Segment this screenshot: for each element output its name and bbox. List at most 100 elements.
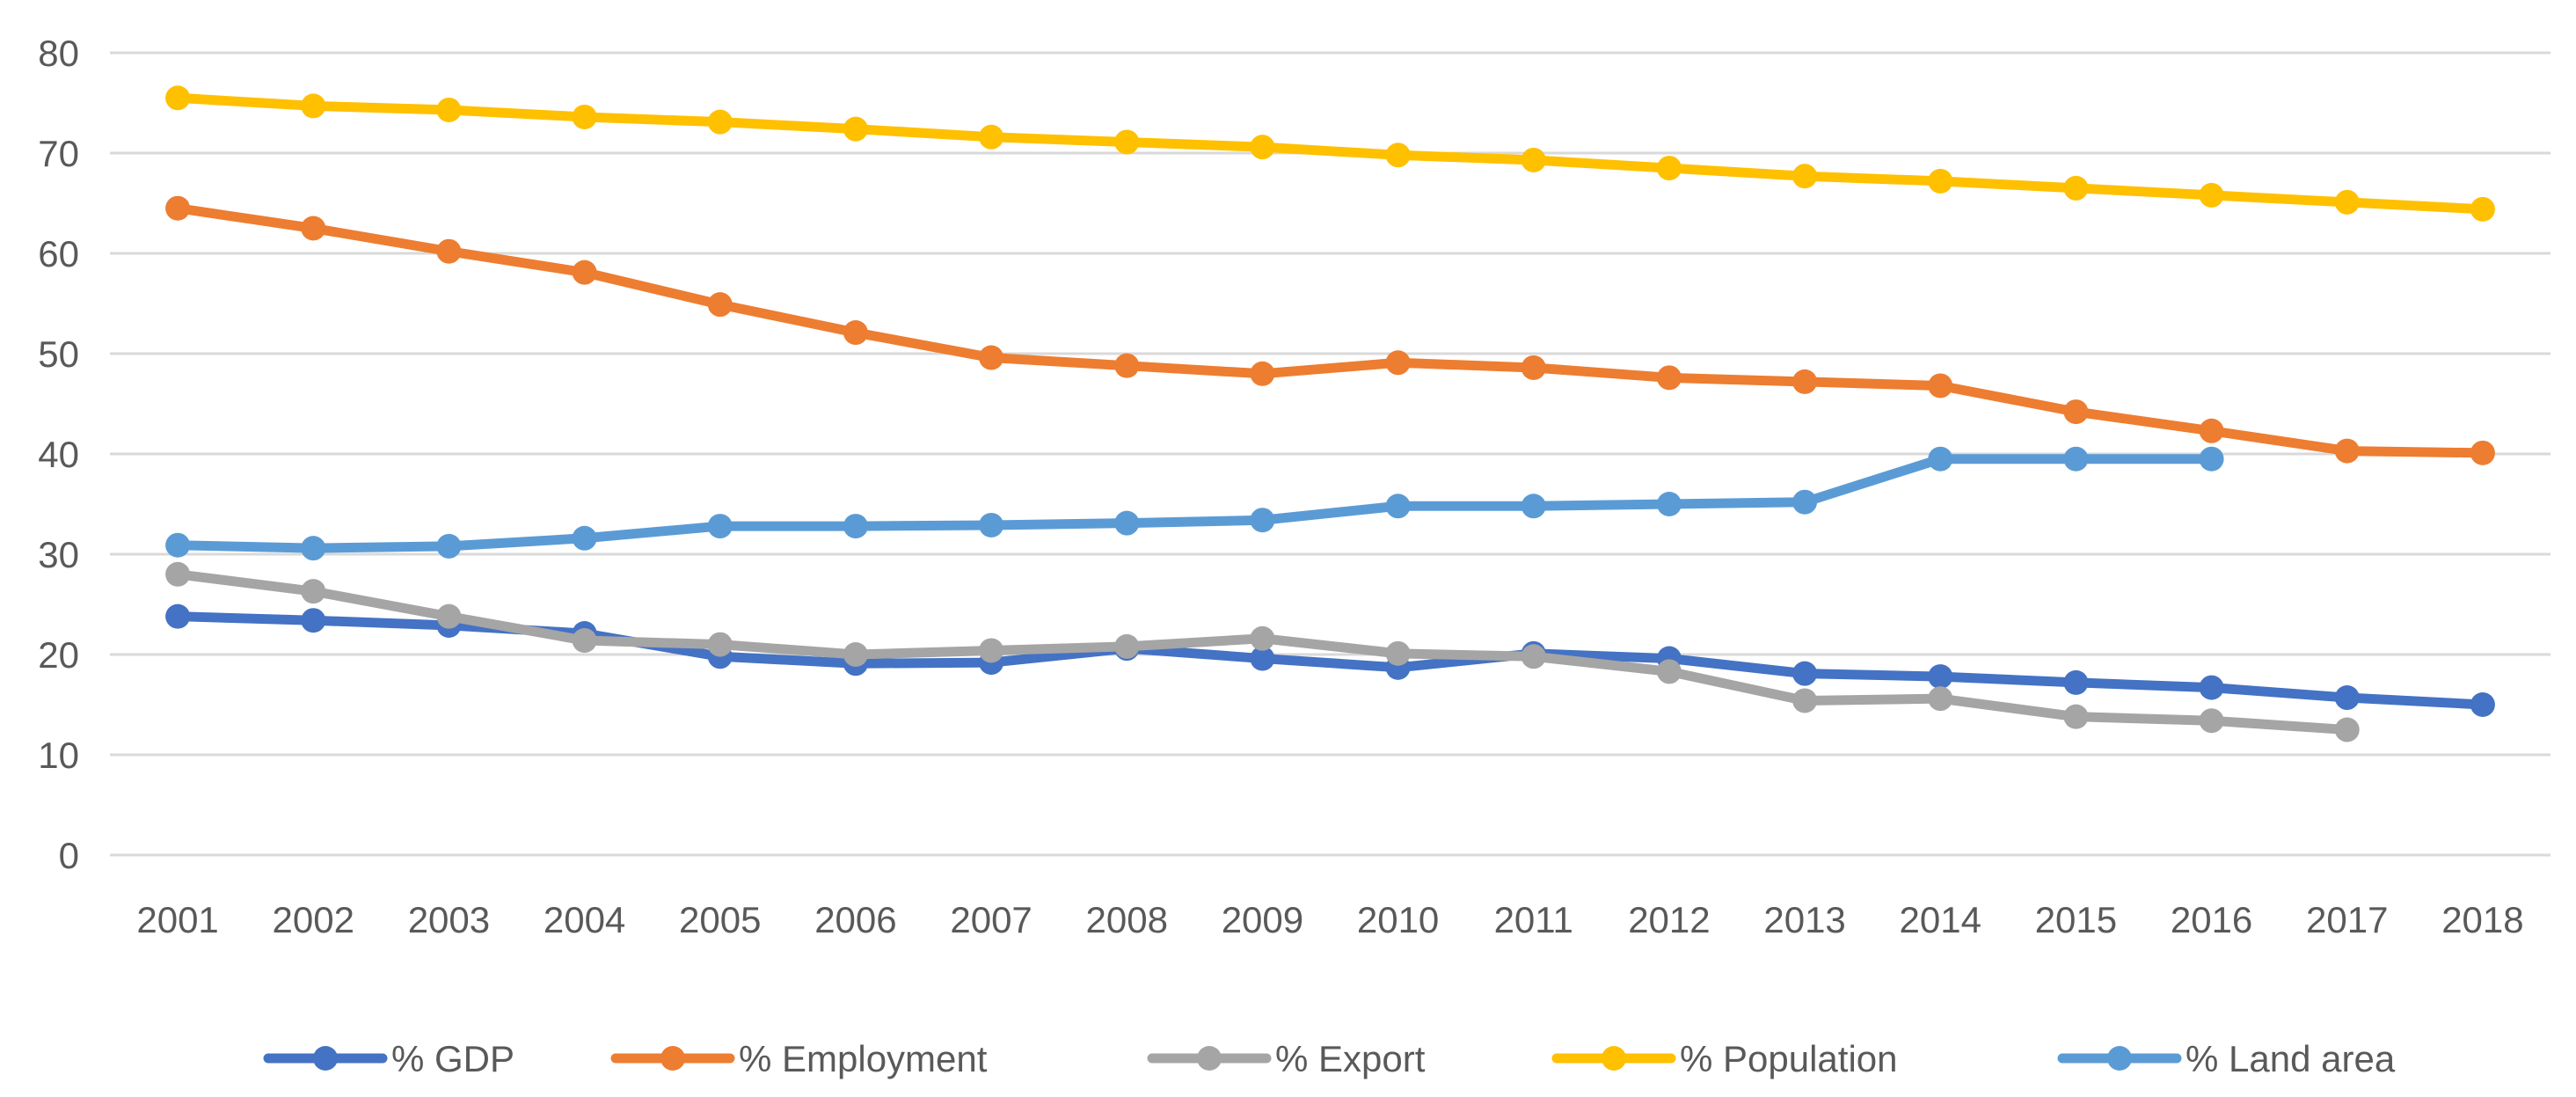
series-line[interactable] — [172, 92, 2488, 215]
data-point[interactable] — [1928, 168, 1953, 194]
data-point[interactable] — [165, 603, 191, 629]
data-point[interactable] — [1521, 494, 1546, 519]
data-point[interactable] — [2334, 685, 2360, 711]
data-point[interactable] — [1792, 688, 1818, 713]
data-point[interactable] — [979, 345, 1004, 370]
series-gdp[interactable] — [165, 603, 2495, 717]
x-tick-label: 2009 — [1222, 899, 1303, 940]
data-point[interactable] — [1521, 644, 1546, 669]
series-employment[interactable] — [165, 195, 2495, 465]
data-point[interactable] — [843, 320, 868, 346]
data-point[interactable] — [707, 292, 733, 318]
data-point[interactable] — [2063, 399, 2089, 425]
data-point[interactable] — [1385, 640, 1411, 666]
data-point[interactable] — [436, 603, 462, 629]
legend-item[interactable]: % Land area — [2057, 1038, 2396, 1079]
data-point[interactable] — [2470, 196, 2495, 222]
data-point[interactable] — [1385, 143, 1411, 168]
data-point[interactable] — [1928, 686, 1953, 712]
data-point[interactable] — [165, 561, 191, 587]
data-point[interactable] — [1250, 508, 1275, 533]
data-point[interactable] — [979, 512, 1004, 538]
data-point[interactable] — [1928, 446, 1953, 472]
data-point[interactable] — [2334, 438, 2360, 464]
x-tick-label: 2001 — [136, 899, 218, 940]
data-point[interactable] — [843, 514, 868, 539]
data-point[interactable] — [165, 85, 191, 111]
series-population[interactable] — [165, 85, 2495, 222]
data-point[interactable] — [2199, 675, 2224, 700]
gridlines — [110, 51, 2550, 857]
data-point[interactable] — [2334, 189, 2360, 215]
data-point[interactable] — [1656, 365, 1682, 391]
data-point[interactable] — [1114, 353, 1140, 378]
data-point[interactable] — [2470, 692, 2495, 717]
data-point[interactable] — [1521, 147, 1546, 172]
data-point[interactable] — [1250, 135, 1275, 160]
data-point[interactable] — [572, 260, 597, 285]
data-point[interactable] — [436, 533, 462, 559]
legend-item[interactable]: % Export — [1147, 1038, 1426, 1079]
data-point[interactable] — [1385, 494, 1411, 519]
data-point[interactable] — [2470, 440, 2495, 465]
data-point[interactable] — [2063, 446, 2089, 472]
legend-label: % Export — [1275, 1038, 1426, 1079]
data-point[interactable] — [843, 116, 868, 142]
x-tick-label: 2014 — [1900, 899, 1981, 940]
data-point[interactable] — [1656, 659, 1682, 684]
data-point[interactable] — [2334, 717, 2360, 742]
series-line[interactable] — [172, 454, 2217, 553]
data-point[interactable] — [707, 514, 733, 539]
data-point[interactable] — [2199, 182, 2224, 208]
legend-item[interactable]: % Employment — [610, 1038, 988, 1079]
series-export[interactable] — [165, 561, 2360, 742]
data-point[interactable] — [572, 525, 597, 551]
data-point[interactable] — [1792, 661, 1818, 686]
data-point[interactable] — [301, 216, 326, 241]
data-point[interactable] — [1250, 646, 1275, 671]
series-land-area[interactable] — [165, 446, 2224, 561]
x-tick-label: 2008 — [1086, 899, 1168, 940]
x-tick-label: 2010 — [1357, 899, 1439, 940]
data-point[interactable] — [301, 536, 326, 561]
data-point[interactable] — [436, 238, 462, 264]
data-point[interactable] — [979, 638, 1004, 663]
data-point[interactable] — [301, 579, 326, 604]
data-point[interactable] — [1656, 492, 1682, 516]
data-point[interactable] — [1114, 510, 1140, 536]
data-point[interactable] — [2199, 446, 2224, 472]
data-point[interactable] — [2063, 175, 2089, 201]
data-point[interactable] — [572, 628, 597, 654]
data-point[interactable] — [1792, 489, 1818, 515]
data-point[interactable] — [436, 97, 462, 122]
data-point[interactable] — [301, 93, 326, 119]
data-point[interactable] — [1385, 350, 1411, 376]
data-point[interactable] — [1928, 664, 1953, 690]
data-point[interactable] — [1521, 355, 1546, 380]
legend[interactable]: % GDP % Employment % Export % Population % L… — [263, 1038, 2396, 1079]
data-point[interactable] — [843, 642, 868, 667]
data-point[interactable] — [707, 632, 733, 657]
data-point[interactable] — [1250, 625, 1275, 651]
data-point[interactable] — [2199, 708, 2224, 734]
data-point[interactable] — [165, 195, 191, 221]
legend-item[interactable]: % GDP — [263, 1038, 514, 1079]
data-point[interactable] — [1114, 633, 1140, 659]
legend-swatch-marker — [1197, 1046, 1222, 1071]
data-point[interactable] — [1656, 156, 1682, 181]
data-point[interactable] — [2063, 669, 2089, 695]
data-point[interactable] — [1792, 369, 1818, 394]
data-point[interactable] — [1928, 373, 1953, 399]
data-point[interactable] — [301, 608, 326, 633]
data-point[interactable] — [2063, 704, 2089, 729]
data-point[interactable] — [979, 124, 1004, 150]
data-point[interactable] — [707, 109, 733, 135]
data-point[interactable] — [572, 104, 597, 129]
data-point[interactable] — [1792, 164, 1818, 189]
legend-item[interactable]: % Population — [1551, 1038, 1898, 1079]
data-point[interactable] — [165, 532, 191, 558]
data-point[interactable] — [1250, 361, 1275, 386]
data-point[interactable] — [1114, 129, 1140, 155]
data-point[interactable] — [2199, 418, 2224, 443]
series-line[interactable] — [172, 203, 2488, 458]
